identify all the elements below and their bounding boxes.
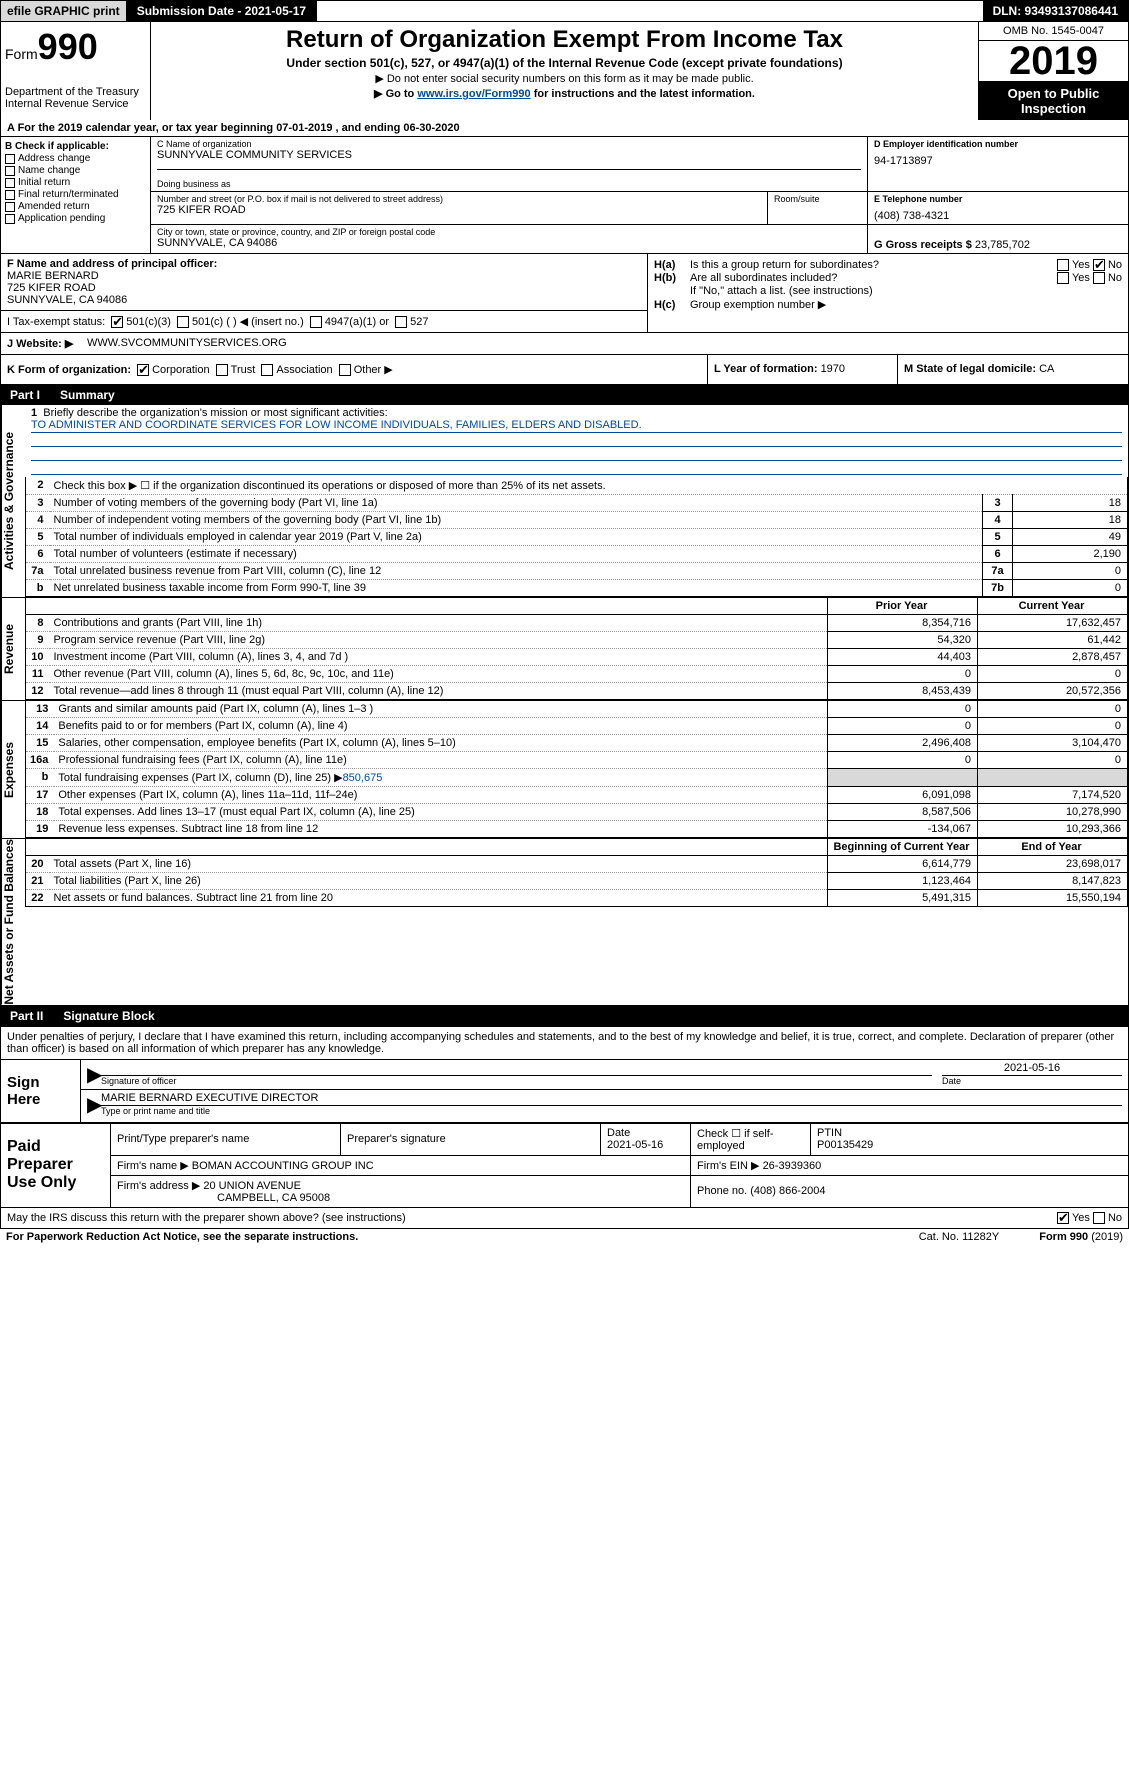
summary-net-assets: Net Assets or Fund Balances Beginning of… <box>0 839 1129 1006</box>
section-k: K Form of organization: Corporation Trus… <box>0 355 1129 385</box>
preparer-table: Paid Preparer Use Only Print/Type prepar… <box>0 1123 1129 1208</box>
tax-year: 2019 <box>979 41 1128 82</box>
dln-label: DLN: 93493137086441 <box>983 1 1128 21</box>
block-f-h: F Name and address of principal officer:… <box>0 254 1129 333</box>
section-b: B Check if applicable: Address change Na… <box>1 137 151 253</box>
part1-header: Part I Summary <box>0 385 1129 405</box>
principal-officer: F Name and address of principal officer:… <box>1 254 648 332</box>
website-url[interactable]: WWW.SVCOMMUNITYSERVICES.ORG <box>87 337 287 350</box>
note-link: ▶ Go to www.irs.gov/Form990 for instruct… <box>159 87 970 100</box>
footer: For Paperwork Reduction Act Notice, see … <box>0 1229 1129 1245</box>
org-name-cell: C Name of organization SUNNYVALE COMMUNI… <box>151 137 868 191</box>
summary-revenue: Revenue Prior YearCurrent Year 8Contribu… <box>0 598 1129 701</box>
chk-527 <box>395 316 407 328</box>
summary-activities-governance: Activities & Governance 1 Briefly descri… <box>0 405 1129 598</box>
note-ssn: ▶ Do not enter social security numbers o… <box>159 72 970 85</box>
section-h: H(a)Is this a group return for subordina… <box>648 254 1128 332</box>
irs-link[interactable]: www.irs.gov/Form990 <box>417 88 530 100</box>
sidebar-expenses: Expenses <box>1 701 25 838</box>
block-b-to-g: B Check if applicable: Address change Na… <box>0 137 1129 254</box>
form-subtitle: Under section 501(c), 527, or 4947(a)(1)… <box>159 56 970 70</box>
ein-cell: D Employer identification number 94-1713… <box>868 137 1128 191</box>
paid-preparer-label: Paid Preparer Use Only <box>1 1123 111 1207</box>
efile-label[interactable]: efile GRAPHIC print <box>1 1 127 21</box>
topbar: efile GRAPHIC print Submission Date - 20… <box>0 0 1129 22</box>
mission-text: TO ADMINISTER AND COORDINATE SERVICES FO… <box>31 419 1122 433</box>
sidebar-revenue: Revenue <box>1 598 25 700</box>
part2-header: Part II Signature Block <box>0 1006 1129 1026</box>
header: Form990 Department of the Treasury Inter… <box>0 22 1129 120</box>
discuss-row: May the IRS discuss this return with the… <box>0 1208 1129 1229</box>
city-cell: City or town, state or province, country… <box>151 225 868 253</box>
form-number: Form990 <box>5 26 146 68</box>
website-row: J Website: ▶ WWW.SVCOMMUNITYSERVICES.ORG <box>0 333 1129 355</box>
telephone-cell: E Telephone number (408) 738-4321 <box>868 192 1128 224</box>
form-title: Return of Organization Exempt From Incom… <box>159 26 970 54</box>
discuss-yes <box>1057 1212 1069 1224</box>
signature-block: Under penalties of perjury, I declare th… <box>0 1026 1129 1123</box>
open-public-badge: Open to Public Inspection <box>979 82 1128 120</box>
sidebar-net-assets: Net Assets or Fund Balances <box>1 839 25 1005</box>
summary-expenses: Expenses 13Grants and similar amounts pa… <box>0 701 1129 839</box>
line-a: A For the 2019 calendar year, or tax yea… <box>0 120 1129 137</box>
discuss-no <box>1093 1212 1105 1224</box>
chk-501c <box>177 316 189 328</box>
chk-501c3 <box>111 316 123 328</box>
address-cell: Number and street (or P.O. box if mail i… <box>151 192 768 224</box>
department: Department of the Treasury Internal Reve… <box>5 86 146 110</box>
room-cell: Room/suite <box>768 192 868 224</box>
gross-receipts-cell: G Gross receipts $ 23,785,702 <box>868 225 1128 253</box>
sign-here-label: Sign Here <box>1 1060 81 1122</box>
perjury-text: Under penalties of perjury, I declare th… <box>1 1027 1128 1059</box>
chk-4947 <box>310 316 322 328</box>
sidebar-activities: Activities & Governance <box>1 405 25 597</box>
submission-date: Submission Date - 2021-05-17 <box>127 1 317 21</box>
